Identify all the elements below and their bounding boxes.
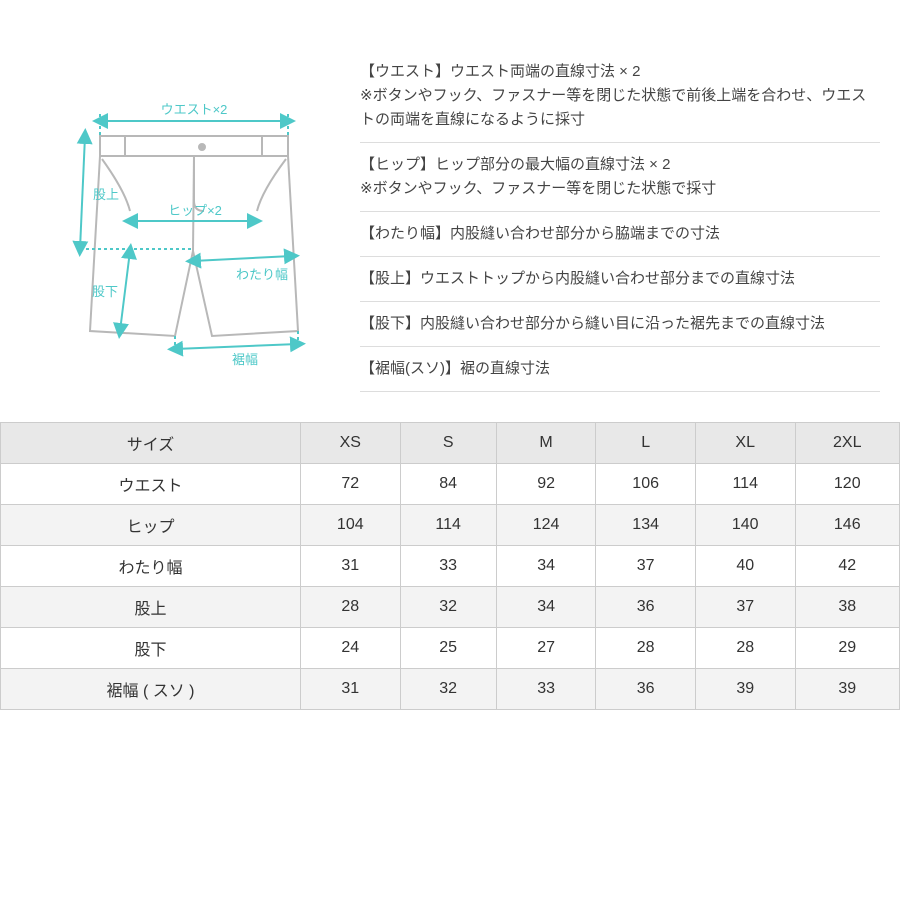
table-cell: 120 bbox=[795, 464, 900, 505]
definition-block: 【わたり幅】内股縫い合わせ部分から脇端までの寸法 bbox=[360, 212, 880, 257]
label-rise: 股上 bbox=[93, 187, 119, 202]
table-row: 股上283234363738 bbox=[1, 587, 900, 628]
table-header-cell: 2XL bbox=[795, 423, 900, 464]
shorts-diagram: ウエスト×2 股上 ヒップ×2 わたり幅 股下 裾幅 bbox=[20, 60, 340, 392]
table-body: ウエスト728492106114120ヒップ104114124134140146… bbox=[1, 464, 900, 710]
table-cell: 32 bbox=[400, 587, 496, 628]
table-cell: 114 bbox=[695, 464, 795, 505]
table-header-cell: サイズ bbox=[1, 423, 301, 464]
table-cell: 29 bbox=[795, 628, 900, 669]
table-cell: 33 bbox=[496, 669, 596, 710]
table-header-cell: XS bbox=[301, 423, 401, 464]
table-cell: 股上 bbox=[1, 587, 301, 628]
table-cell: ウエスト bbox=[1, 464, 301, 505]
table-cell: 124 bbox=[496, 505, 596, 546]
table-cell: 42 bbox=[795, 546, 900, 587]
table-cell: 140 bbox=[695, 505, 795, 546]
table-cell: 31 bbox=[301, 669, 401, 710]
label-inseam: 股下 bbox=[92, 284, 118, 299]
table-cell: 92 bbox=[496, 464, 596, 505]
top-section: ウエスト×2 股上 ヒップ×2 わたり幅 股下 裾幅 bbox=[0, 0, 900, 422]
table-cell: 134 bbox=[596, 505, 696, 546]
table-cell: わたり幅 bbox=[1, 546, 301, 587]
definition-block: 【ウエスト】ウエスト両端の直線寸法 × 2※ボタンやフック、ファスナー等を閉じた… bbox=[360, 60, 880, 143]
table-cell: 31 bbox=[301, 546, 401, 587]
table-cell: 裾幅 ( スソ ) bbox=[1, 669, 301, 710]
table-cell: 33 bbox=[400, 546, 496, 587]
table-cell: 34 bbox=[496, 587, 596, 628]
table-cell: 32 bbox=[400, 669, 496, 710]
table-cell: 28 bbox=[301, 587, 401, 628]
table-cell: 34 bbox=[496, 546, 596, 587]
table-cell: 72 bbox=[301, 464, 401, 505]
table-row: わたり幅313334374042 bbox=[1, 546, 900, 587]
table-cell: 38 bbox=[795, 587, 900, 628]
table-cell: 37 bbox=[695, 587, 795, 628]
table-cell: 114 bbox=[400, 505, 496, 546]
table-row: 股下242527282829 bbox=[1, 628, 900, 669]
table-cell: 27 bbox=[496, 628, 596, 669]
table-cell: ヒップ bbox=[1, 505, 301, 546]
definition-block: 【裾幅(スソ)】裾の直線寸法 bbox=[360, 347, 880, 392]
table-header-cell: M bbox=[496, 423, 596, 464]
table-cell: 25 bbox=[400, 628, 496, 669]
table-cell: 106 bbox=[596, 464, 696, 505]
table-cell: 28 bbox=[695, 628, 795, 669]
table-row: 裾幅 ( スソ )313233363939 bbox=[1, 669, 900, 710]
label-thigh: わたり幅 bbox=[236, 267, 288, 282]
def-title: 【裾幅(スソ)】 bbox=[360, 360, 460, 377]
table-cell: 84 bbox=[400, 464, 496, 505]
table-cell: 股下 bbox=[1, 628, 301, 669]
table-header-cell: L bbox=[596, 423, 696, 464]
table-header-row: サイズXSSMLXL2XL bbox=[1, 423, 900, 464]
page: ウエスト×2 股上 ヒップ×2 わたり幅 股下 裾幅 bbox=[0, 0, 900, 900]
table-cell: 37 bbox=[596, 546, 696, 587]
label-waist: ウエスト×2 bbox=[161, 102, 228, 117]
def-title: 【股上】 bbox=[360, 270, 420, 287]
table-cell: 146 bbox=[795, 505, 900, 546]
shorts-svg: ウエスト×2 股上 ヒップ×2 わたり幅 股下 裾幅 bbox=[30, 81, 330, 371]
definition-block: 【股上】ウエストトップから内股縫い合わせ部分までの直線寸法 bbox=[360, 257, 880, 302]
def-title: 【股下】 bbox=[360, 315, 420, 332]
definitions-list: 【ウエスト】ウエスト両端の直線寸法 × 2※ボタンやフック、ファスナー等を閉じた… bbox=[360, 60, 880, 392]
definition-block: 【股下】内股縫い合わせ部分から縫い目に沿った裾先までの直線寸法 bbox=[360, 302, 880, 347]
table-cell: 28 bbox=[596, 628, 696, 669]
definition-block: 【ヒップ】ヒップ部分の最大幅の直線寸法 × 2※ボタンやフック、ファスナー等を閉… bbox=[360, 143, 880, 212]
size-table: サイズXSSMLXL2XL ウエスト728492106114120ヒップ1041… bbox=[0, 422, 900, 710]
table-header-cell: S bbox=[400, 423, 496, 464]
def-title: 【ウエスト】 bbox=[360, 63, 450, 80]
table-cell: 104 bbox=[301, 505, 401, 546]
table-row: ウエスト728492106114120 bbox=[1, 464, 900, 505]
table-cell: 36 bbox=[596, 587, 696, 628]
def-title: 【わたり幅】 bbox=[360, 225, 450, 242]
table-cell: 39 bbox=[695, 669, 795, 710]
table-cell: 24 bbox=[301, 628, 401, 669]
label-hip: ヒップ×2 bbox=[168, 203, 222, 218]
table-row: ヒップ104114124134140146 bbox=[1, 505, 900, 546]
def-title: 【ヒップ】 bbox=[360, 156, 435, 173]
table-header-cell: XL bbox=[695, 423, 795, 464]
table-cell: 40 bbox=[695, 546, 795, 587]
label-hem: 裾幅 bbox=[232, 352, 258, 367]
table-cell: 36 bbox=[596, 669, 696, 710]
table-cell: 39 bbox=[795, 669, 900, 710]
